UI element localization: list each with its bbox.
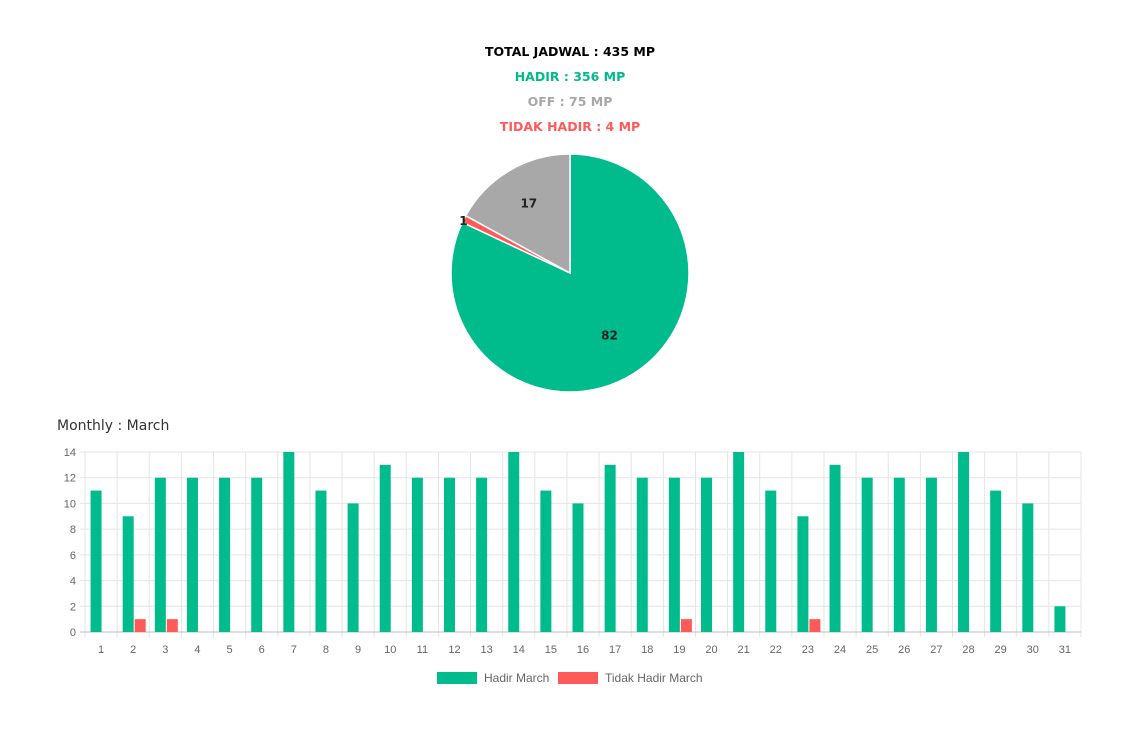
x-tick-label: 4 [194, 644, 200, 656]
bar-hadir [251, 477, 263, 632]
bar-hadir [733, 452, 745, 632]
summary-off: OFF : 75 MP [527, 94, 613, 109]
x-tick-label: 18 [641, 644, 653, 656]
legend-label[interactable]: Tidak Hadir March [605, 671, 703, 685]
pie-slice [450, 153, 690, 393]
x-tick-label: 19 [673, 644, 685, 656]
bar-hadir [572, 503, 584, 632]
x-tick-label: 2 [130, 644, 136, 656]
y-tick-label: 12 [64, 473, 76, 485]
x-tick-label: 13 [480, 644, 492, 656]
bar-hadir [861, 477, 873, 632]
y-tick-label: 14 [64, 447, 76, 459]
x-tick-label: 15 [545, 644, 557, 656]
x-tick-label: 9 [355, 644, 361, 656]
bar-hadir [122, 516, 134, 632]
x-tick-label: 30 [1027, 644, 1039, 656]
bar-hadir [315, 490, 327, 632]
y-tick-label: 2 [70, 601, 76, 613]
bar-hadir [604, 464, 616, 632]
bar-hadir [636, 477, 648, 632]
pie-svg: 82 1 17 [450, 153, 690, 393]
x-tick-label: 20 [705, 644, 717, 656]
x-tick-label: 8 [323, 644, 329, 656]
x-tick-label: 3 [162, 644, 168, 656]
bar-hadir [411, 477, 423, 632]
x-tick-label: 24 [834, 644, 846, 656]
monthly-chart-title: Monthly : March [57, 418, 170, 434]
pie-slice-label: 82 [601, 328, 618, 342]
x-tick-label: 27 [930, 644, 942, 656]
x-tick-label: 16 [577, 644, 589, 656]
pie-slice-label: 1 [459, 214, 467, 228]
legend-swatch[interactable] [558, 672, 598, 684]
x-tick-label: 21 [738, 644, 750, 656]
x-tick-label: 23 [802, 644, 814, 656]
bar-hadir [958, 452, 970, 632]
y-tick-label: 0 [70, 627, 76, 639]
summary-hadir: HADIR : 356 MP [514, 69, 626, 84]
bar-tidak-hadir [166, 619, 178, 632]
y-tick-label: 10 [64, 498, 76, 510]
legend-swatch[interactable] [437, 672, 477, 684]
bar-tidak-hadir [134, 619, 146, 632]
x-tick-label: 5 [227, 644, 233, 656]
bar-hadir [765, 490, 777, 632]
pie-slice-label: 17 [520, 196, 537, 210]
x-tick-label: 17 [609, 644, 621, 656]
x-tick-label: 1 [98, 644, 104, 656]
bar-hadir [154, 477, 166, 632]
y-tick-label: 4 [70, 576, 76, 588]
bar-hadir [701, 477, 713, 632]
x-tick-label: 29 [995, 644, 1007, 656]
pie-chart: 82 1 17 [440, 145, 700, 409]
bar-hadir [829, 464, 841, 632]
y-tick-label: 8 [70, 524, 76, 536]
bar-hadir [347, 503, 359, 632]
bar-hadir [893, 477, 905, 632]
bar-hadir [443, 477, 455, 632]
x-tick-label: 7 [291, 644, 297, 656]
bar-chart: 0 2 4 6 8 10 12 14 1 2 3 4 5 6 7 8 9 10 11 12 13 14 15 16 17 18 19… [0, 440, 1140, 704]
bar-hadir [925, 477, 937, 632]
bar-hadir [508, 452, 520, 632]
bar-hadir [797, 516, 809, 632]
bar-hadir [668, 477, 680, 632]
bar-tidak-hadir [680, 619, 692, 632]
x-tick-label: 14 [513, 644, 525, 656]
x-tick-label: 11 [417, 644, 428, 656]
y-tick-label: 6 [70, 550, 76, 562]
x-tick-label: 28 [962, 644, 974, 656]
bar-hadir [219, 477, 231, 632]
x-tick-label: 12 [448, 644, 460, 656]
bar-hadir [283, 452, 295, 632]
bar-hadir [1054, 606, 1066, 632]
legend-label[interactable]: Hadir March [484, 671, 549, 685]
bar-hadir [1022, 503, 1034, 632]
x-tick-label: 10 [384, 644, 396, 656]
summary-total: TOTAL JADWAL : 435 MP [484, 44, 655, 59]
x-tick-label: 31 [1059, 644, 1071, 656]
bar-hadir [476, 477, 488, 632]
bar-hadir [990, 490, 1002, 632]
x-tick-label: 22 [770, 644, 782, 656]
bar-hadir [540, 490, 552, 632]
bar-hadir [186, 477, 198, 632]
bar-tidak-hadir [809, 619, 821, 632]
pie-slice [464, 153, 571, 275]
x-tick-label: 26 [898, 644, 910, 656]
bar-hadir [90, 490, 102, 632]
x-tick-label: 6 [259, 644, 265, 656]
bar-hadir [379, 464, 391, 632]
summary-tidak-hadir: TIDAK HADIR : 4 MP [499, 119, 641, 134]
x-tick-label: 25 [866, 644, 878, 656]
